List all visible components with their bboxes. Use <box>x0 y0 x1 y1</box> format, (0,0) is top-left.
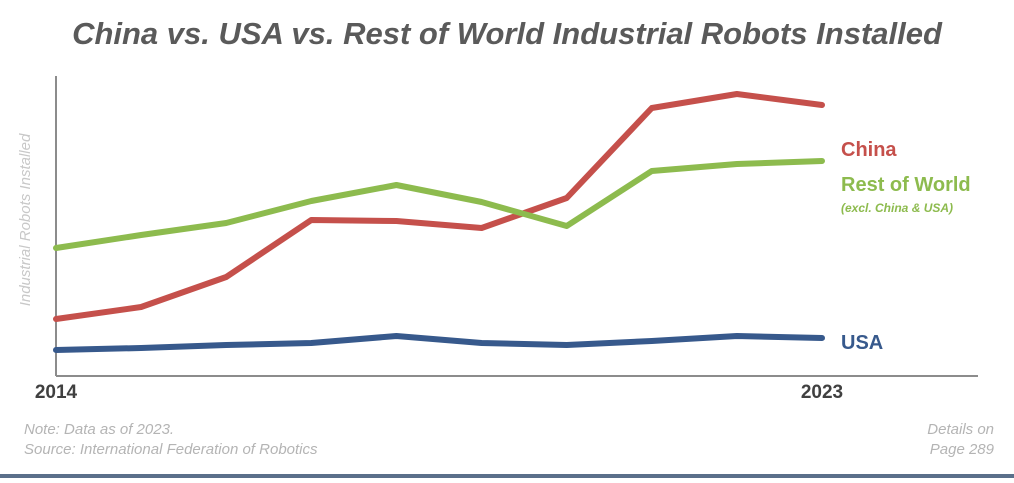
bottom-border-bar <box>0 474 1014 478</box>
y-axis-title: Industrial Robots Installed <box>17 133 34 306</box>
footnote-source: Source: International Federation of Robo… <box>24 441 318 458</box>
series-line-rest-of-world <box>53 158 825 251</box>
details-reference-line1: Details on <box>927 421 994 438</box>
series-label-rest-of-world: Rest of World <box>841 174 971 196</box>
series-lines <box>53 91 825 353</box>
footnote-note: Note: Data as of 2023. <box>24 421 174 438</box>
details-reference-line2: Page 289 <box>930 441 995 458</box>
series-line-china <box>53 91 825 322</box>
series-label-usa: USA <box>841 332 883 354</box>
series-label-china: China <box>841 139 897 161</box>
x-tick-label-2014: 2014 <box>35 382 78 403</box>
chart-title: China vs. USA vs. Rest of World Industri… <box>72 16 943 51</box>
x-tick-label-2023: 2023 <box>801 382 843 403</box>
series-line-usa <box>53 333 825 353</box>
series-sublabel-rest-of-world: (excl. China & USA) <box>841 201 953 215</box>
